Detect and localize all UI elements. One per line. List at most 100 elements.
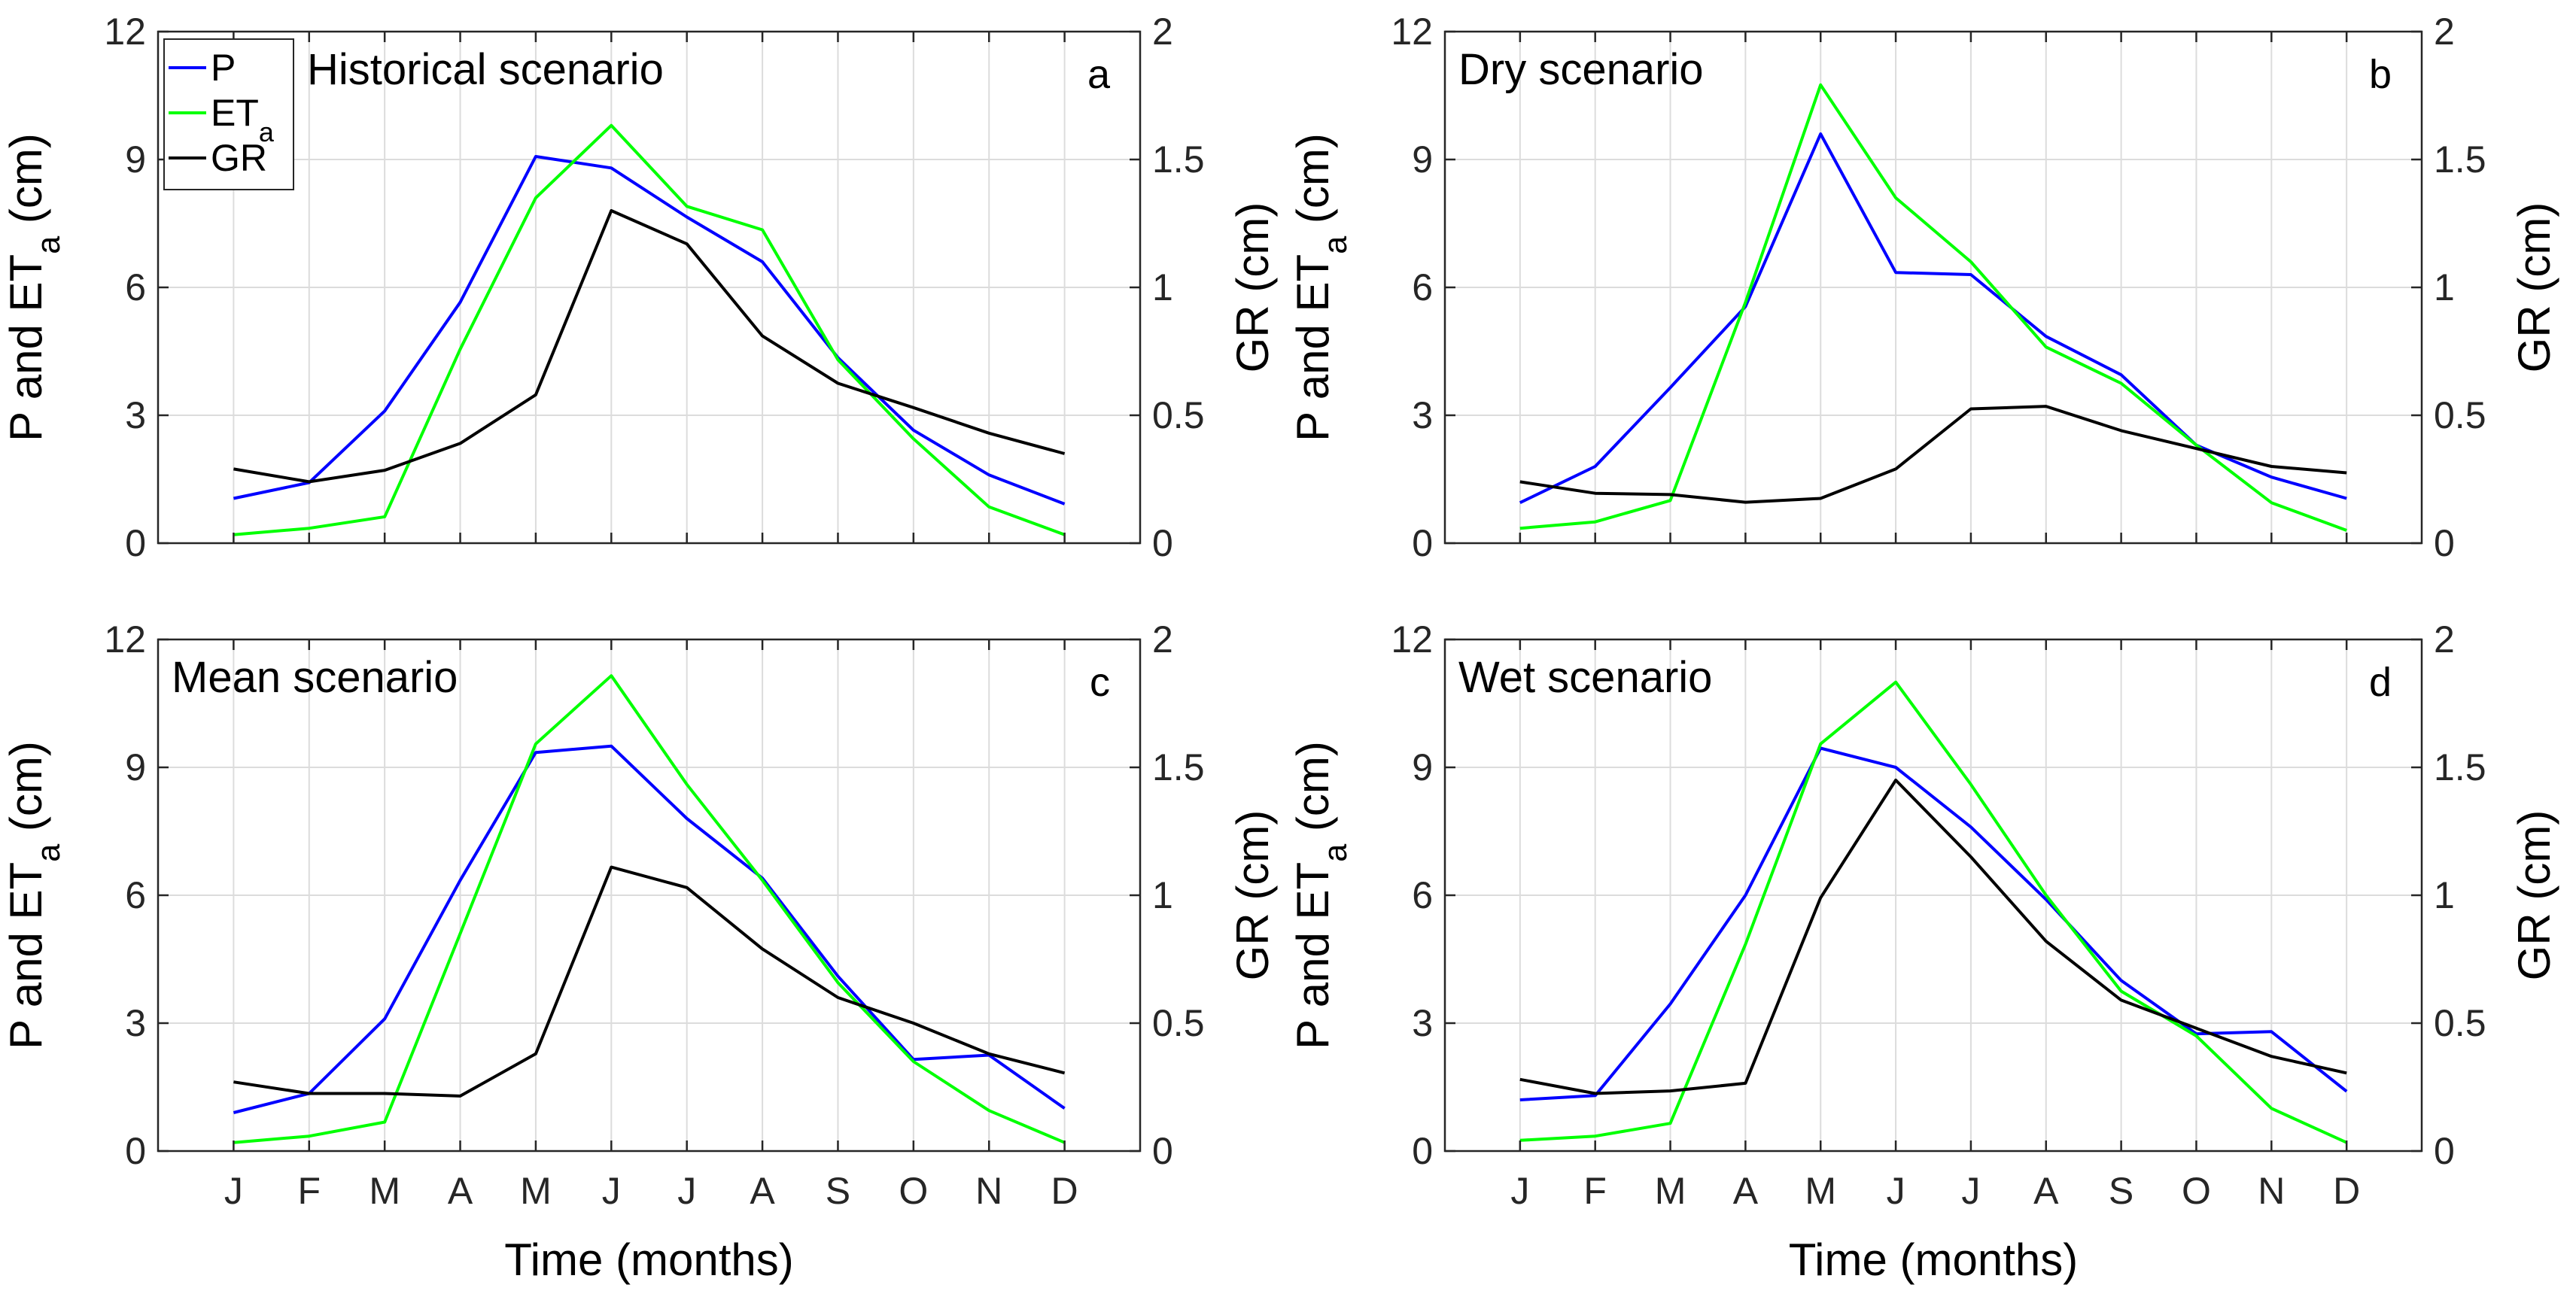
y-tick-label-left: 12 bbox=[1391, 618, 1433, 661]
y-tick-label-left: 3 bbox=[1412, 394, 1433, 436]
y-tick-label-right: 1 bbox=[2434, 874, 2455, 916]
y-tick-label-left: 9 bbox=[1412, 138, 1433, 181]
y-tick-label-right: 0 bbox=[1152, 522, 1173, 564]
y-tick-label-left: 9 bbox=[1412, 746, 1433, 788]
y-axis-label-right: GR (cm) bbox=[1227, 202, 1278, 373]
series-line-eta bbox=[233, 674, 1066, 1144]
x-tick-label: M bbox=[520, 1170, 552, 1212]
x-tick-label: O bbox=[2182, 1170, 2211, 1212]
y-axis-label-right: GR (cm) bbox=[2509, 810, 2559, 981]
series-line-p bbox=[233, 744, 1066, 1114]
y-tick-label-left: 6 bbox=[1412, 874, 1433, 916]
x-tick-label: A bbox=[2033, 1170, 2059, 1212]
x-axis-label: Time (months) bbox=[504, 1235, 794, 1285]
x-tick-label: F bbox=[1583, 1170, 1607, 1212]
y-tick-label-right: 0.5 bbox=[2434, 1002, 2486, 1044]
y-tick-label-right: 0.5 bbox=[1152, 394, 1205, 436]
y-tick-label-left: 12 bbox=[1391, 11, 1433, 53]
panel-letter: b bbox=[2369, 52, 2392, 97]
y-tick-label-right: 1 bbox=[1152, 874, 1173, 916]
y-tick-label-left: 12 bbox=[104, 618, 146, 661]
x-tick-label: N bbox=[975, 1170, 1002, 1212]
x-tick-label: D bbox=[1051, 1170, 1078, 1212]
y-tick-label-left: 3 bbox=[125, 1002, 146, 1044]
y-axis-label-left: P and ETa (cm) bbox=[1288, 741, 1354, 1049]
panel-letter: c bbox=[1090, 660, 1110, 705]
y-tick-label-left: 3 bbox=[1412, 1002, 1433, 1044]
series-line-eta bbox=[1519, 680, 2348, 1144]
series-line-p bbox=[1519, 746, 2348, 1101]
y-tick-label-right: 1.5 bbox=[2434, 746, 2486, 788]
panel-title: Wet scenario bbox=[1458, 653, 1712, 702]
panel-title: Historical scenario bbox=[307, 45, 664, 94]
x-tick-label: A bbox=[750, 1170, 775, 1212]
y-tick-label-left: 6 bbox=[125, 266, 146, 308]
y-tick-label-right: 0.5 bbox=[2434, 394, 2486, 436]
x-tick-label: S bbox=[826, 1170, 850, 1212]
x-tick-label: J bbox=[1887, 1170, 1905, 1212]
x-tick-label: O bbox=[899, 1170, 928, 1212]
y-tick-label-right: 1 bbox=[2434, 266, 2455, 308]
panel-title: Dry scenario bbox=[1458, 45, 1704, 94]
y-tick-label-right: 1.5 bbox=[1152, 138, 1205, 181]
x-tick-label: J bbox=[1510, 1170, 1529, 1212]
y-tick-label-right: 0 bbox=[2434, 1130, 2455, 1172]
x-tick-label: M bbox=[1655, 1170, 1686, 1212]
x-tick-label: F bbox=[297, 1170, 321, 1212]
y-tick-label-left: 12 bbox=[104, 11, 146, 53]
grid bbox=[158, 31, 1140, 544]
x-tick-label: N bbox=[2258, 1170, 2285, 1212]
y-tick-label-left: 0 bbox=[125, 522, 146, 564]
panel-a: 0 3 6 9 12 0 0.5 1 1.5 2 P and ETa (cm) GR (cm) Hist… bbox=[1, 11, 1278, 564]
y-axis-label-left: P and ETa (cm) bbox=[1, 133, 67, 442]
y-tick-label-left: 9 bbox=[125, 138, 146, 181]
x-tick-label: J bbox=[224, 1170, 243, 1212]
x-tick-label: M bbox=[369, 1170, 400, 1212]
grid bbox=[1445, 639, 2422, 1152]
panel-c: 0 3 6 9 12 0 0.5 1 1.5 2 J F M A M J J A S O N D P and ETa (cm… bbox=[1, 618, 1278, 1285]
y-tick-label-right: 2 bbox=[1152, 11, 1173, 53]
series-line-p bbox=[233, 155, 1066, 506]
y-tick-label-right: 2 bbox=[2434, 11, 2455, 53]
series-line-gr bbox=[233, 209, 1066, 484]
y-axis-label-right: GR (cm) bbox=[2509, 202, 2559, 373]
panel-letter: a bbox=[1087, 52, 1111, 97]
y-tick-label-right: 1.5 bbox=[2434, 138, 2486, 181]
legend-label-gr: GR bbox=[211, 137, 267, 179]
series-line-eta bbox=[1519, 83, 2347, 532]
panel-d: 0 3 6 9 12 0 0.5 1 1.5 2 J F M A M J J A S O N D P and ETa (cm… bbox=[1288, 618, 2559, 1285]
y-axis-label-left: P and ETa (cm) bbox=[1288, 133, 1354, 442]
y-tick-label-left: 9 bbox=[125, 746, 146, 788]
x-tick-label: J bbox=[1961, 1170, 1980, 1212]
series-line-gr bbox=[1519, 779, 2347, 1095]
y-tick-label-right: 2 bbox=[1152, 618, 1173, 661]
y-tick-label-left: 0 bbox=[125, 1130, 146, 1172]
y-axis-label-left: P and ETa (cm) bbox=[1, 741, 67, 1049]
y-tick-label-left: 3 bbox=[125, 394, 146, 436]
grid bbox=[158, 639, 1140, 1152]
y-tick-label-left: 6 bbox=[1412, 266, 1433, 308]
panel-b: 0 3 6 9 12 0 0.5 1 1.5 2 P and ETa (cm) GR (cm) Dry … bbox=[1288, 11, 2559, 564]
panel-letter: d bbox=[2369, 660, 2392, 705]
y-tick-label-right: 0 bbox=[1152, 1130, 1173, 1172]
x-tick-label: A bbox=[448, 1170, 473, 1212]
series-line-gr bbox=[233, 865, 1066, 1098]
y-axis-label-right: GR (cm) bbox=[1227, 810, 1278, 981]
x-tick-label: S bbox=[2109, 1170, 2133, 1212]
y-tick-label-left: 6 bbox=[125, 874, 146, 916]
y-tick-label-right: 2 bbox=[2434, 618, 2455, 661]
series-line-gr bbox=[1519, 405, 2347, 504]
x-axis-label: Time (months) bbox=[1789, 1235, 2079, 1285]
panel-title: Mean scenario bbox=[172, 653, 458, 702]
y-tick-label-left: 0 bbox=[1412, 1130, 1433, 1172]
y-tick-label-right: 0 bbox=[2434, 522, 2455, 564]
legend-label-p: P bbox=[211, 47, 236, 89]
x-tick-label: J bbox=[602, 1170, 621, 1212]
y-tick-label-right: 0.5 bbox=[1152, 1002, 1205, 1044]
x-tick-label: A bbox=[1733, 1170, 1759, 1212]
x-tick-label: J bbox=[677, 1170, 696, 1212]
y-tick-label-left: 0 bbox=[1412, 522, 1433, 564]
x-tick-label: D bbox=[2333, 1170, 2360, 1212]
